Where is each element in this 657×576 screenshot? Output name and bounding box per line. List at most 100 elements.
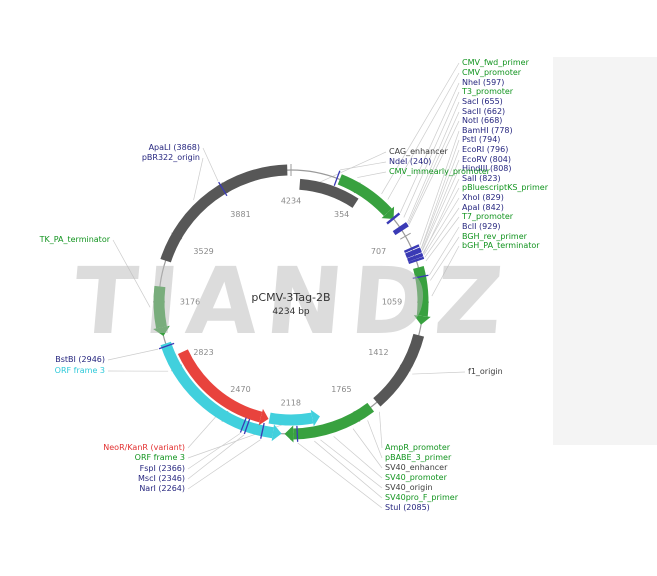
CMV-promoter-arrow <box>381 206 395 219</box>
feature-label: AmpR_promoter <box>385 443 451 452</box>
ORF-frame-3-outer-arrow <box>271 424 282 442</box>
leader-line <box>357 171 387 178</box>
feature-arcs <box>153 164 431 443</box>
tick-mark <box>399 232 411 240</box>
feature-label: CAG_enhancer <box>389 147 448 156</box>
leader-line <box>407 101 460 223</box>
feature-label: SV40pro_F_primer <box>385 493 459 502</box>
feature-label: pBR322_origin <box>141 153 200 162</box>
leader-line <box>407 111 460 224</box>
bGH-PA-terminator-arrow <box>413 315 431 325</box>
site-mark-796 <box>405 247 421 257</box>
leader-line <box>381 62 460 195</box>
leader-line <box>352 428 383 469</box>
feature-label: T3_promoter <box>462 87 514 96</box>
leader-line <box>412 371 466 375</box>
leader-line <box>187 434 245 480</box>
leader-line <box>421 159 460 251</box>
feature-label: SV40_promoter <box>385 473 447 482</box>
leader-line <box>421 149 460 249</box>
feature-label: CMV_promoter <box>462 68 522 77</box>
SV40-region-arc <box>293 402 375 440</box>
CMV-promoter-arc <box>337 174 392 217</box>
leader-line <box>340 161 387 171</box>
feature-label: BclI (929) <box>462 222 501 231</box>
feature-label: pBluescriptKS_primer <box>462 183 548 192</box>
tick-label: 3176 <box>180 297 200 306</box>
feature-label: NotI (668) <box>462 116 503 125</box>
tick-label: 2470 <box>230 385 250 394</box>
leader-line <box>429 226 460 276</box>
site-mark-240 <box>333 170 341 187</box>
pBR322-origin-arc <box>160 164 288 263</box>
TK-PA-terminator-arc <box>153 285 167 329</box>
NeoR-KanR-arrow <box>258 408 269 426</box>
site-mark-929 <box>412 274 429 279</box>
feature-label: SalI (823) <box>462 174 501 183</box>
ORF-frame-3-outer-arc <box>160 341 274 439</box>
ORF-frame-3-inner-arrow <box>310 409 320 427</box>
feature-label: SV40_enhancer <box>385 463 448 472</box>
leader-line <box>202 147 219 182</box>
leader-line <box>422 187 460 253</box>
feature-label: HindIII (808) <box>462 164 512 173</box>
plasmid-title: pCMV-3Tag-2B 4234 bp <box>191 291 391 317</box>
leader-line <box>187 439 261 490</box>
leader-line <box>422 168 460 251</box>
leader-line <box>314 440 383 499</box>
ORF-frame-3-inner-arc <box>268 412 314 426</box>
feature-label: BamHI (778) <box>462 126 513 135</box>
feature-label: PstI (794) <box>462 135 501 144</box>
feature-label: SacI (655) <box>462 97 503 106</box>
tick-label: 3529 <box>193 247 213 256</box>
tick-label: 3881 <box>230 210 250 219</box>
feature-label: BGH_rev_primer <box>462 232 527 241</box>
feature-label: NeoR/KanR (variant) <box>103 443 185 452</box>
leader-line <box>193 157 204 201</box>
feature-label: NdeI (240) <box>389 157 432 166</box>
CAG-enhancer-arc <box>299 178 359 208</box>
site-mark-3868 <box>218 181 228 197</box>
feature-label: NarI (2264) <box>139 484 185 493</box>
leader-line <box>408 120 460 225</box>
site-mark-808 <box>406 250 422 259</box>
feature-label: SV40_origin <box>385 483 433 492</box>
site-mark-2366 <box>239 417 247 433</box>
leader-line <box>419 130 460 246</box>
feature-label: BstBI (2946) <box>55 355 105 364</box>
leader-lines <box>107 62 466 509</box>
TK-PA-terminator-arrow <box>153 325 170 336</box>
feature-label: EcoRI (796) <box>462 145 509 154</box>
site-mark-2346 <box>243 418 251 435</box>
leader-line <box>399 82 460 213</box>
leader-line <box>403 91 460 218</box>
site-mark-597 <box>386 212 401 225</box>
tick-label: 2118 <box>281 398 301 407</box>
NeoR-KanR-arc <box>177 349 263 423</box>
leader-line <box>431 245 460 297</box>
SV40-region-arrow <box>284 425 294 443</box>
leader-line <box>297 442 383 509</box>
site-mark-2946 <box>158 342 175 350</box>
feature-label: CMV_immearly_promoter <box>389 167 490 176</box>
tick-label: 354 <box>334 210 349 219</box>
leader-line <box>420 139 460 249</box>
tick-label: 707 <box>371 247 386 256</box>
leader-line <box>367 420 383 459</box>
feature-label: SacII (662) <box>462 107 506 116</box>
leader-line <box>430 236 460 281</box>
feature-label: MscI (2346) <box>138 474 185 483</box>
feature-label: FspI (2366) <box>139 464 185 473</box>
site-mark-668 <box>394 224 409 236</box>
leader-line <box>425 216 460 262</box>
tick-label: 1765 <box>331 385 351 394</box>
feature-label: NheI (597) <box>462 78 505 87</box>
leader-line <box>379 411 383 449</box>
feature-label: ApaI (842) <box>462 203 504 212</box>
leader-line <box>424 207 460 258</box>
feature-label: CMV_fwd_primer <box>462 58 529 67</box>
leader-line <box>112 239 151 308</box>
feature-label: ORF frame 3 <box>54 366 105 375</box>
site-mark-842 <box>408 256 425 264</box>
